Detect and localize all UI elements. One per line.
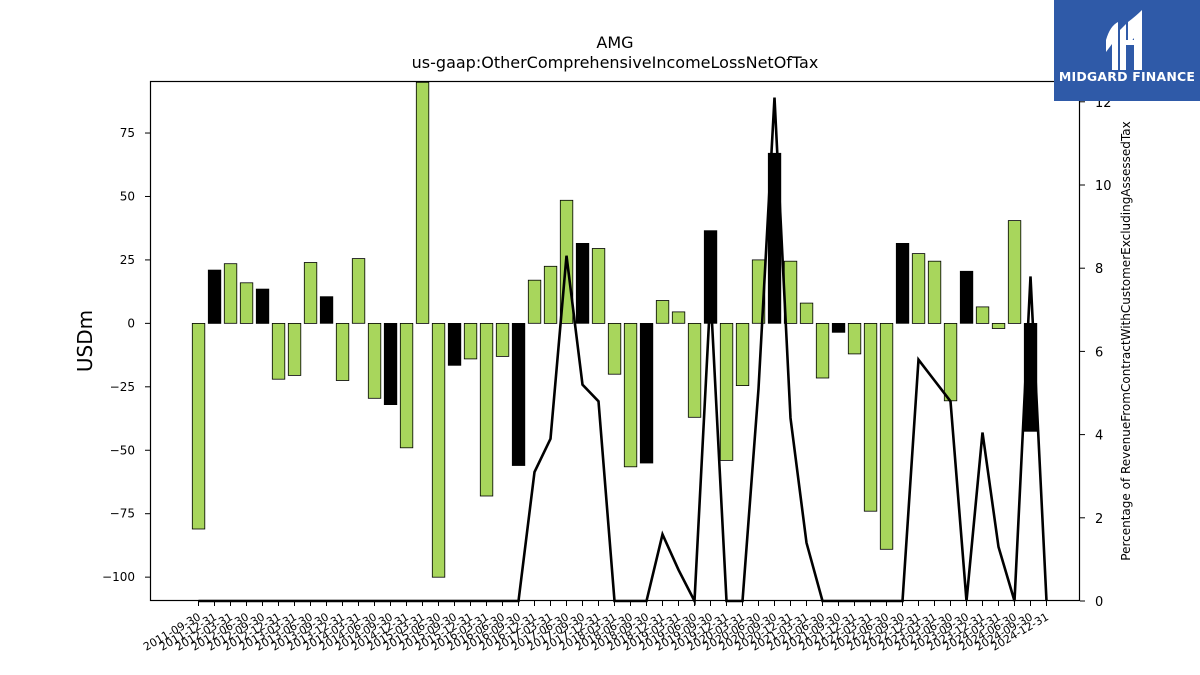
brand-name: MIDGARD FINANCE	[1058, 69, 1196, 84]
series-line	[198, 97, 1048, 606]
bar	[319, 296, 334, 324]
bar	[287, 322, 302, 376]
bar	[495, 322, 510, 357]
bar	[639, 322, 654, 464]
bar	[943, 322, 958, 402]
bar	[799, 302, 814, 324]
bar	[351, 258, 366, 324]
bar	[719, 322, 734, 461]
plot-frame	[149, 80, 1081, 602]
y2-tick-label: 0	[1095, 595, 1103, 610]
bar	[367, 322, 382, 399]
chart-title: AMG	[596, 33, 633, 52]
y-tick-label: 0	[127, 316, 135, 330]
bar	[879, 322, 894, 550]
y-tick-label: 50	[120, 189, 135, 203]
bar	[975, 306, 990, 324]
bar	[415, 81, 430, 324]
bar	[447, 322, 462, 366]
y2-tick-label: 2	[1095, 512, 1103, 527]
bar	[479, 322, 494, 497]
y-tick-label: 25	[120, 253, 135, 267]
y2-tick-label: 6	[1095, 345, 1103, 360]
bar	[687, 322, 702, 418]
y2-axis-label: Percentage of RevenueFromContractWithCus…	[1119, 121, 1133, 560]
brand-logo: MIDGARD FINANCE	[1054, 0, 1200, 101]
bar	[703, 230, 718, 324]
bar	[303, 262, 318, 324]
bar	[591, 248, 606, 324]
bar	[607, 322, 622, 375]
bar	[335, 322, 350, 381]
bar	[383, 322, 398, 405]
bar	[399, 322, 414, 449]
bar	[655, 300, 670, 324]
chart-subtitle: us-gaap:OtherComprehensiveIncomeLossNetO…	[412, 53, 819, 72]
bar	[431, 322, 446, 578]
y2-tick-label: 4	[1095, 429, 1103, 444]
bar	[255, 288, 270, 324]
y-tick-label: −100	[102, 570, 135, 584]
bar	[527, 279, 542, 324]
y2-tick-label: 10	[1095, 179, 1112, 194]
bar	[223, 263, 238, 324]
bar	[271, 322, 286, 380]
y2-tick-label: 8	[1095, 262, 1103, 277]
y-axis-label: USDm	[73, 310, 97, 372]
bar	[463, 322, 478, 360]
bar	[991, 322, 1006, 329]
y-tick-label: −25	[110, 380, 135, 394]
bar	[207, 269, 222, 324]
bar	[575, 242, 590, 324]
bar	[831, 322, 846, 333]
bar	[543, 265, 558, 324]
midgard-logo-icon	[1106, 10, 1142, 70]
bar	[1007, 220, 1022, 324]
bar	[911, 253, 926, 324]
bar	[959, 270, 974, 324]
bar	[191, 322, 206, 530]
bar	[927, 260, 942, 324]
bar	[671, 311, 686, 324]
bar	[847, 322, 862, 355]
bar	[511, 322, 526, 466]
bar	[735, 322, 750, 386]
bar	[239, 282, 254, 324]
bar	[815, 322, 830, 379]
bar	[863, 322, 878, 512]
bar	[895, 242, 910, 324]
y-tick-label: −50	[110, 443, 135, 457]
y-tick-label: 75	[120, 126, 135, 140]
y-tick-label: −75	[110, 507, 135, 521]
bar	[623, 322, 638, 468]
